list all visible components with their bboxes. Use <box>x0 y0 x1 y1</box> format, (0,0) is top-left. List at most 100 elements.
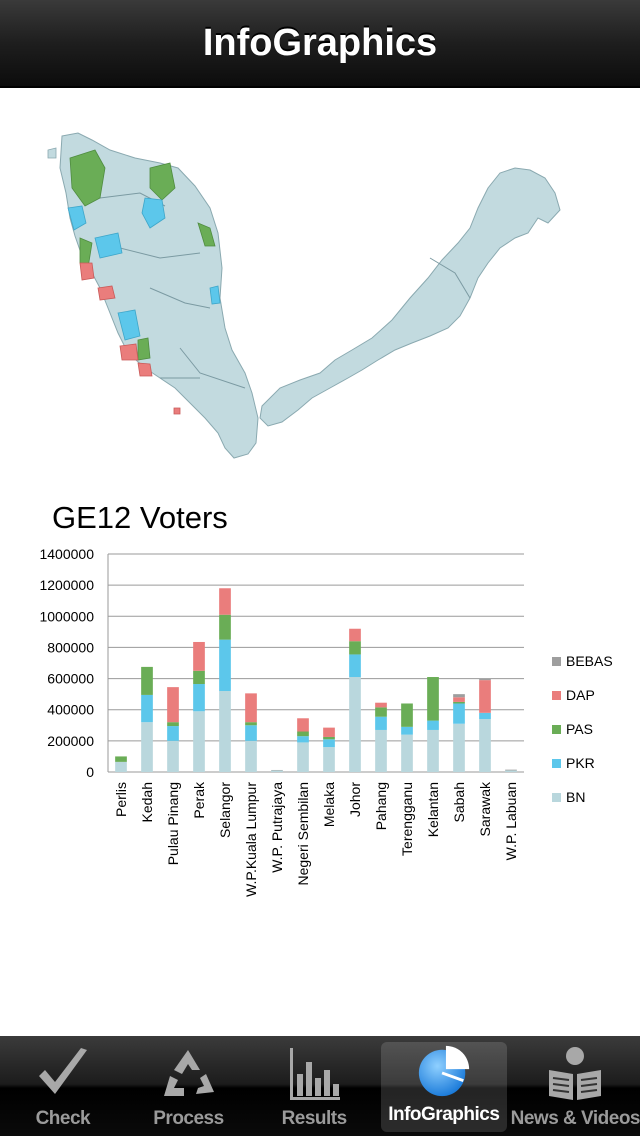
legend-swatch-pas <box>552 725 561 734</box>
bar-bebas <box>479 678 491 681</box>
y-tick-label: 1000000 <box>39 608 94 624</box>
ge12-voters-chart: GE12 Voters 0 200000 400000 600000 800000 100… <box>39 500 613 897</box>
x-category-label: Kelantan <box>425 782 441 837</box>
x-axis-category-labels: Perlis Kedah Pulau Pinang Perak Selangor W.P.… <box>113 781 519 897</box>
bar-dap <box>349 628 361 642</box>
bar-bn <box>401 734 413 772</box>
chart-bars <box>115 588 517 772</box>
bar-bebas <box>505 769 517 771</box>
tab-check[interactable]: Check <box>0 1036 126 1136</box>
tab-label: Check <box>35 1108 91 1129</box>
tab-infographics[interactable]: InfoGraphics <box>380 1042 507 1132</box>
recycle-icon <box>164 1050 215 1096</box>
x-category-label: Sabah <box>451 782 467 822</box>
bar-dap <box>323 727 335 737</box>
x-category-label: Pulau Pinang <box>165 782 181 865</box>
bar-dap <box>245 693 257 723</box>
tab-label: News & Videos <box>510 1108 640 1129</box>
tab-label: Process <box>153 1108 224 1129</box>
bar-pkr <box>479 712 491 720</box>
bar-dap <box>453 697 465 702</box>
x-category-label: Terengganu <box>399 782 415 856</box>
bar-bn <box>219 691 231 772</box>
bar-pas <box>401 703 413 727</box>
legend-swatch-bn <box>552 793 561 802</box>
bar-bn <box>427 729 439 772</box>
bar-dap <box>219 588 231 615</box>
bar-pas <box>427 677 439 721</box>
legend-swatch-bebas <box>552 657 561 666</box>
bar-bn <box>193 711 205 772</box>
legend-label-bn: BN <box>566 789 585 805</box>
bar-bn <box>141 722 153 772</box>
bar-pas <box>375 707 387 717</box>
bar-pas <box>167 722 179 727</box>
legend-swatch-dap <box>552 691 561 700</box>
bar-pkr <box>349 654 361 678</box>
bar-dap <box>375 702 387 708</box>
bar-bn <box>271 770 283 772</box>
bar-pkr <box>297 736 309 743</box>
bar-pas <box>115 756 127 762</box>
legend-swatch-pkr <box>552 759 561 768</box>
bar-pkr <box>219 639 231 692</box>
y-tick-label: 0 <box>86 764 94 780</box>
bar-pas <box>141 666 153 695</box>
bar-bebas <box>453 694 465 698</box>
x-category-label: W.P. Labuan <box>503 782 519 860</box>
bar-bn <box>505 770 517 772</box>
bar-pas <box>245 722 257 726</box>
x-category-label: Negeri Sembilan <box>295 782 311 886</box>
bar-dap <box>193 641 205 671</box>
bar-bn <box>245 740 257 772</box>
chart-legend: BEBAS DAP PAS PKR BN <box>552 653 613 805</box>
bar-pas <box>453 701 465 704</box>
bar-bn <box>479 719 491 772</box>
y-axis-tick-labels: 0 200000 400000 600000 800000 1000000 1200000 1… <box>39 546 94 780</box>
bar-pas <box>219 614 231 640</box>
nav-bar: InfoGraphics <box>0 0 640 88</box>
y-tick-label: 1400000 <box>39 546 94 562</box>
bar-chart-icon <box>290 1048 341 1100</box>
page-title: InfoGraphics <box>202 21 438 64</box>
tab-news-videos[interactable]: News & Videos <box>511 1036 640 1136</box>
bar-pkr <box>245 725 257 741</box>
legend-label-bebas: BEBAS <box>566 653 613 669</box>
bar-bn <box>323 747 335 772</box>
newspaper-reader-icon <box>549 1047 602 1100</box>
x-category-label: Perlis <box>113 782 129 817</box>
legend-label-pkr: PKR <box>566 755 595 771</box>
bar-dap <box>167 687 179 723</box>
bar-pkr <box>193 684 205 712</box>
bar-pkr <box>167 726 179 741</box>
bar-pas <box>297 731 309 737</box>
x-category-label: Melaka <box>321 782 337 827</box>
tab-results[interactable]: Results <box>251 1036 377 1136</box>
bar-pkr <box>427 720 439 730</box>
x-category-label: Pahang <box>373 782 389 830</box>
x-category-label: Sarawak <box>477 781 493 836</box>
bar-pas <box>193 670 205 685</box>
bar-bn <box>115 761 127 772</box>
tab-label: Results <box>281 1108 348 1129</box>
pie-chart-icon <box>418 1045 469 1097</box>
bar-bn <box>349 677 361 772</box>
bar-pas <box>349 641 361 655</box>
x-category-label: Selangor <box>217 782 233 838</box>
legend-label-pas: PAS <box>566 721 593 737</box>
bar-pkr <box>401 726 413 735</box>
bar-bn <box>297 742 309 772</box>
y-tick-label: 400000 <box>47 702 94 718</box>
bar-pkr <box>323 739 335 748</box>
tab-label: InfoGraphics <box>388 1104 500 1125</box>
bar-dap <box>479 680 491 713</box>
bar-pas <box>323 736 335 740</box>
borneo-shape <box>259 167 561 427</box>
infographics-content[interactable]: GE12 Voters 0 200000 400000 600000 800000 100… <box>0 88 640 1036</box>
tab-process[interactable]: Process <box>126 1036 252 1136</box>
x-category-label: Johor <box>347 782 363 817</box>
y-tick-label: 1200000 <box>39 577 94 593</box>
x-category-label: Kedah <box>139 782 155 822</box>
x-category-label: W.P. Putrajaya <box>269 782 285 873</box>
tab-bar: Check Process Results <box>0 1036 640 1136</box>
